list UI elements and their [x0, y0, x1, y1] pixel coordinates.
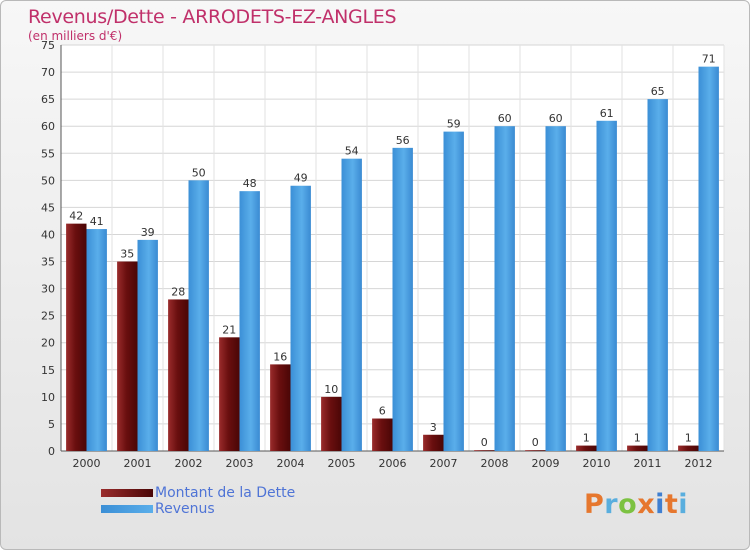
debt-bar [627, 445, 648, 451]
x-tick-label: 2004 [277, 457, 305, 470]
debt-bar-value-label: 6 [379, 405, 386, 418]
revenue-bar [545, 126, 566, 451]
y-tick-label: 40 [41, 228, 55, 241]
revenue-bar-value-label: 60 [498, 112, 512, 125]
y-tick-label: 15 [41, 364, 55, 377]
y-tick-label: 65 [41, 93, 55, 106]
y-tick-label: 20 [41, 337, 55, 350]
proxiti-logo: Proxiti [584, 489, 688, 520]
debt-bar [117, 261, 138, 451]
revenue-bar [341, 158, 362, 451]
y-tick-label: 70 [41, 66, 55, 79]
revenue-bar [392, 147, 413, 451]
revenue-bar-value-label: 48 [243, 177, 257, 190]
x-tick-label: 2007 [430, 457, 458, 470]
logo-letter: P [584, 489, 605, 520]
revenue-bar-value-label: 56 [396, 134, 410, 147]
debt-bar [66, 223, 87, 451]
logo-letter: o [618, 489, 638, 520]
debt-bar-value-label: 3 [430, 421, 437, 434]
revenue-bar [86, 229, 107, 451]
x-tick-label: 2011 [634, 457, 662, 470]
revenue-bar [698, 66, 719, 452]
x-tick-label: 2000 [73, 457, 101, 470]
y-tick-label: 35 [41, 256, 55, 269]
debt-bar-value-label: 42 [69, 210, 83, 223]
debt-bar-value-label: 0 [532, 436, 539, 449]
debt-bar [474, 450, 495, 451]
chart-title: Revenus/Dette - ARRODETS-EZ-ANGLES [28, 6, 397, 28]
revenue-bar-value-label: 59 [447, 118, 461, 131]
debt-bar [423, 434, 444, 451]
revenue-bar-value-label: 71 [702, 53, 716, 66]
debt-bar-value-label: 0 [481, 436, 488, 449]
chart-subtitle: (en milliers d'€) [28, 29, 123, 43]
y-tick-label: 25 [41, 310, 55, 323]
debt-bar [372, 418, 393, 451]
x-tick-label: 2012 [685, 457, 713, 470]
revenue-bar [188, 180, 209, 452]
debt-bar [168, 299, 189, 451]
x-tick-label: 2001 [124, 457, 152, 470]
debt-bar-value-label: 1 [685, 432, 692, 445]
y-tick-label: 60 [41, 120, 55, 133]
legend-label-revenue: Revenus [155, 501, 215, 517]
debt-bar-value-label: 35 [120, 248, 134, 261]
logo-letter: i [678, 489, 689, 520]
revenue-bar [596, 120, 617, 451]
revenue-bar [290, 185, 311, 451]
revenue-bar [443, 131, 464, 451]
x-tick-label: 2009 [532, 457, 560, 470]
x-tick-label: 2005 [328, 457, 356, 470]
logo-letter: x [637, 489, 656, 520]
revenue-bar-value-label: 60 [549, 112, 563, 125]
x-tick-label: 2003 [226, 457, 254, 470]
legend-label-debt: Montant de la Dette [155, 485, 296, 501]
debt-bar [270, 364, 291, 451]
y-tick-label: 55 [41, 147, 55, 160]
y-tick-label: 30 [41, 283, 55, 296]
x-tick-label: 2010 [583, 457, 611, 470]
debt-bar-value-label: 10 [324, 383, 338, 396]
debt-bar-value-label: 21 [222, 323, 236, 336]
debt-bar [219, 337, 240, 451]
debt-bar [525, 450, 546, 451]
revenue-bar-value-label: 49 [294, 172, 308, 185]
revenue-bar-value-label: 65 [651, 85, 665, 98]
debt-bar [321, 396, 342, 451]
revenue-bar [494, 126, 515, 451]
revenue-bar [647, 99, 668, 451]
debt-bar-value-label: 1 [583, 432, 590, 445]
logo-letter: i [655, 489, 665, 520]
legend-swatch-debt [101, 489, 153, 497]
x-tick-label: 2002 [175, 457, 203, 470]
revenue-bar [137, 239, 158, 451]
legend-swatch-revenue [101, 505, 153, 513]
logo-letter: t [664, 489, 679, 520]
y-tick-label: 10 [41, 391, 55, 404]
y-tick-label: 5 [48, 418, 55, 431]
debt-bar-value-label: 1 [634, 432, 641, 445]
revenue-bar-value-label: 50 [192, 166, 206, 179]
revenue-bar-value-label: 39 [141, 226, 155, 239]
y-tick-label: 0 [48, 445, 55, 458]
debt-bar-value-label: 28 [171, 285, 185, 298]
x-tick-label: 2008 [481, 457, 509, 470]
y-tick-label: 50 [41, 174, 55, 187]
x-tick-label: 2006 [379, 457, 407, 470]
debt-bar-value-label: 16 [273, 350, 287, 363]
debt-bar [678, 445, 699, 451]
revenue-bar-value-label: 41 [90, 215, 104, 228]
revenue-bar-value-label: 61 [600, 107, 614, 120]
revenue-bar [239, 191, 260, 451]
y-tick-label: 75 [41, 39, 55, 52]
logo-letter: r [604, 489, 619, 520]
y-tick-label: 45 [41, 201, 55, 214]
debt-bar [576, 445, 597, 451]
revenue-bar-value-label: 54 [345, 145, 359, 158]
